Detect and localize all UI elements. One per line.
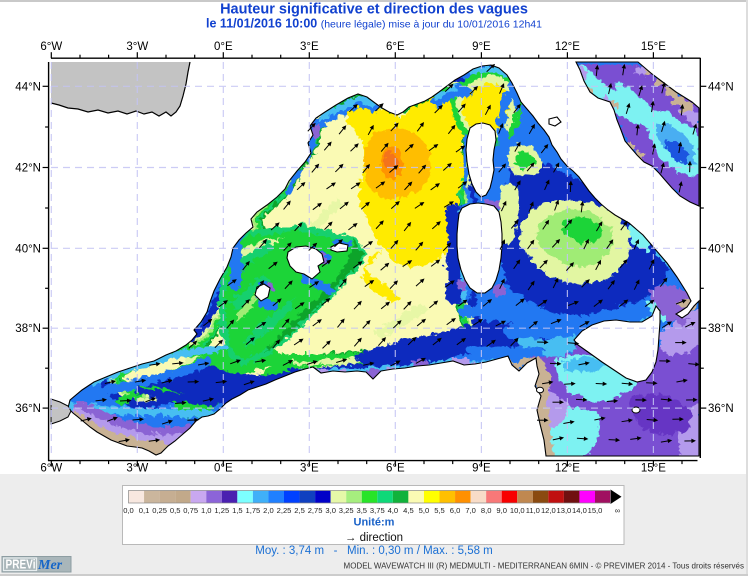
svg-text:6°W: 6°W — [40, 463, 62, 475]
svg-text:38°N: 38°N — [708, 323, 734, 335]
svg-text:3°E: 3°E — [300, 41, 319, 53]
svg-text:11,0: 11,0 — [526, 506, 540, 515]
svg-text:3,0: 3,0 — [325, 506, 336, 515]
svg-text:6°E: 6°E — [386, 463, 405, 475]
svg-text:Moy. : 3,74 m - Min. : 0,3: Moy. : 3,74 m - Min. : 0,30 m / Max. : 5… — [255, 545, 493, 557]
svg-text:1,5: 1,5 — [232, 506, 243, 515]
svg-text:2,75: 2,75 — [308, 506, 323, 515]
svg-text:44°N: 44°N — [708, 81, 734, 93]
svg-text:6°E: 6°E — [386, 41, 405, 53]
svg-text:2,5: 2,5 — [294, 506, 305, 515]
svg-text:→ direction: → direction — [345, 532, 403, 544]
svg-text:∞: ∞ — [615, 506, 620, 515]
svg-text:3,25: 3,25 — [339, 506, 354, 515]
svg-text:40°N: 40°N — [15, 243, 41, 255]
svg-text:0,5: 0,5 — [170, 506, 181, 515]
svg-text:Mer: Mer — [37, 558, 63, 573]
svg-text:9,0: 9,0 — [496, 506, 507, 515]
svg-text:1,25: 1,25 — [214, 506, 229, 515]
svg-text:1,75: 1,75 — [246, 506, 261, 515]
svg-text:Unité:m: Unité:m — [354, 517, 395, 529]
svg-text:0,0: 0,0 — [123, 506, 134, 515]
svg-text:14,0: 14,0 — [572, 506, 587, 515]
svg-text:9°E: 9°E — [472, 463, 491, 475]
svg-text:7,0: 7,0 — [465, 506, 476, 515]
svg-text:5,5: 5,5 — [434, 506, 445, 515]
svg-text:0,25: 0,25 — [152, 506, 167, 515]
svg-text:10,0: 10,0 — [510, 506, 525, 515]
svg-text:0°E: 0°E — [214, 463, 233, 475]
svg-text:0°E: 0°E — [214, 41, 233, 53]
svg-text:4,0: 4,0 — [388, 506, 399, 515]
svg-text:6°W: 6°W — [40, 41, 62, 53]
svg-text:2,25: 2,25 — [277, 506, 292, 515]
svg-text:12°E: 12°E — [555, 41, 580, 53]
svg-text:44°N: 44°N — [15, 81, 41, 93]
svg-text:1,0: 1,0 — [201, 506, 212, 515]
svg-text:3°W: 3°W — [126, 463, 148, 475]
svg-text:3°E: 3°E — [300, 463, 319, 475]
svg-text:42°N: 42°N — [708, 163, 734, 175]
svg-text:3,5: 3,5 — [356, 506, 367, 515]
svg-text:13,0: 13,0 — [557, 506, 572, 515]
svg-text:36°N: 36°N — [15, 403, 41, 415]
svg-text:12°E: 12°E — [555, 463, 580, 475]
svg-text:5,0: 5,0 — [419, 506, 430, 515]
svg-text:12,0: 12,0 — [541, 506, 556, 515]
svg-text:42°N: 42°N — [15, 163, 41, 175]
svg-text:4,5: 4,5 — [403, 506, 414, 515]
svg-text:15°E: 15°E — [641, 463, 666, 475]
svg-text:MODEL WAVEWATCH III (R) MEDMUL: MODEL WAVEWATCH III (R) MEDMULTI - MEDIT… — [344, 562, 744, 571]
svg-text:36°N: 36°N — [708, 403, 734, 415]
svg-text:2,0: 2,0 — [263, 506, 274, 515]
svg-text:8,0: 8,0 — [481, 506, 492, 515]
svg-text:6,0: 6,0 — [450, 506, 461, 515]
svg-text:3°W: 3°W — [126, 41, 148, 53]
svg-text:38°N: 38°N — [15, 323, 41, 335]
svg-text:15,0: 15,0 — [588, 506, 603, 515]
svg-text:15°E: 15°E — [641, 41, 666, 53]
svg-text:PREVi: PREVi — [6, 558, 36, 572]
svg-text:40°N: 40°N — [708, 243, 734, 255]
svg-text:Hauteur significative et direc: Hauteur significative et direction des v… — [220, 2, 528, 18]
svg-text:0,75: 0,75 — [183, 506, 198, 515]
svg-text:3,75: 3,75 — [370, 506, 385, 515]
svg-text:0,1: 0,1 — [139, 506, 150, 515]
svg-text:9°E: 9°E — [472, 41, 491, 53]
svg-text:le 11/01/2016 10:00 (heure lég: le 11/01/2016 10:00 (heure légale) mise … — [206, 17, 542, 31]
